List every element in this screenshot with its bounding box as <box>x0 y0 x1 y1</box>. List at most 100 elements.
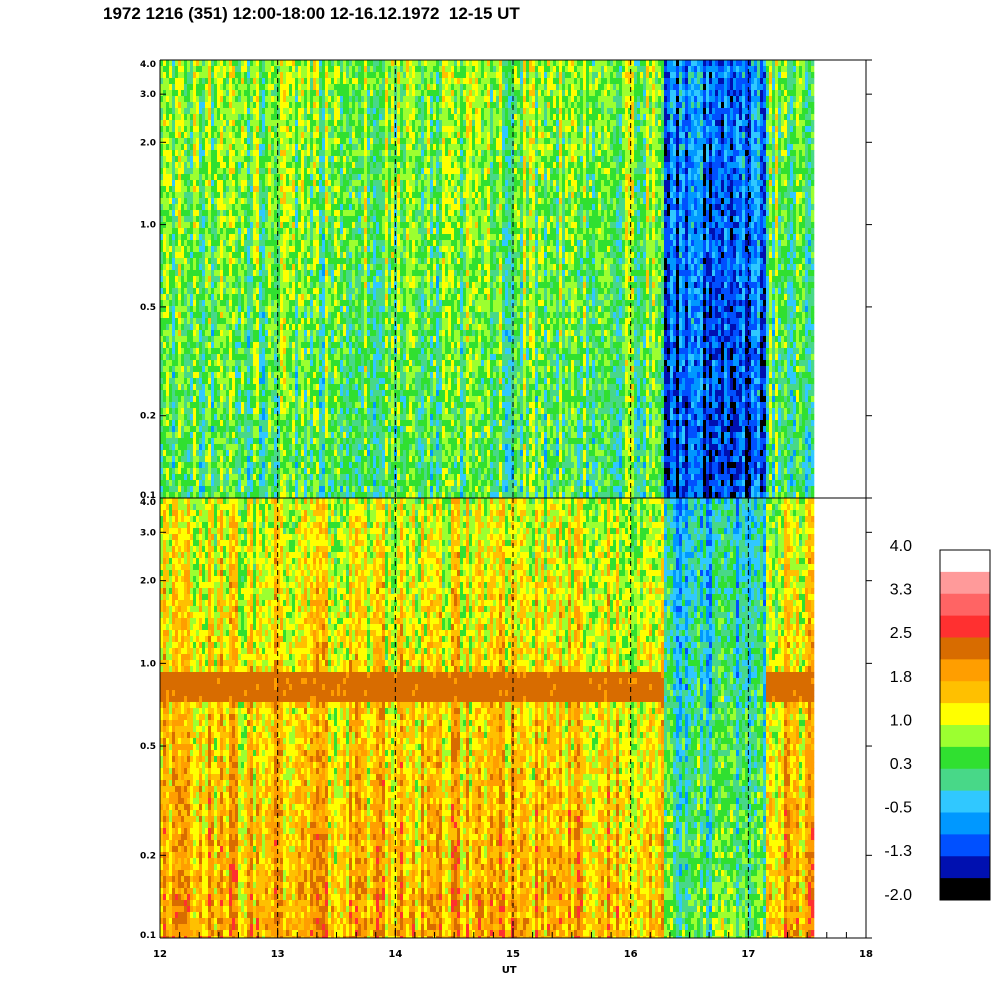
spectrogram-cell <box>193 366 197 373</box>
spectrogram-cell <box>199 60 203 67</box>
spectrogram-cell <box>202 390 206 397</box>
spectrogram-cell <box>193 252 197 259</box>
spectrogram-cell <box>253 150 257 157</box>
spectrogram-cell <box>184 216 188 223</box>
spectrogram-cell <box>331 432 335 439</box>
spectrogram-cell <box>301 132 305 139</box>
spectrogram-cell <box>340 204 344 211</box>
spectrogram-cell <box>349 474 353 481</box>
spectrogram-cell <box>355 324 359 331</box>
spectrogram-cell <box>226 348 230 355</box>
spectrogram-cell <box>175 300 179 307</box>
spectrogram-cell <box>232 192 236 199</box>
spectrogram-cell <box>274 426 278 433</box>
spectrogram-cell <box>259 252 263 259</box>
spectrogram-cell <box>226 420 230 427</box>
spectrogram-cell <box>334 414 338 421</box>
spectrogram-cell <box>196 204 200 211</box>
spectrogram-cell <box>361 174 365 181</box>
spectrogram-cell <box>343 96 347 103</box>
spectrogram-cell <box>250 240 254 247</box>
spectrogram-cell <box>349 216 353 223</box>
spectrogram-cell <box>286 354 290 361</box>
spectrogram-cell <box>193 264 197 271</box>
spectrogram-cell <box>169 222 173 229</box>
spectrogram-cell <box>163 276 167 283</box>
spectrogram-cell <box>202 324 206 331</box>
spectrogram-cell <box>274 120 278 127</box>
spectrogram-cell <box>178 492 182 498</box>
spectrogram-cell <box>247 126 251 133</box>
spectrogram-cell <box>214 234 218 241</box>
spectrogram-cell <box>160 378 164 385</box>
spectrogram-cell <box>160 120 164 127</box>
spectrogram-cell <box>316 90 320 97</box>
spectrogram-cell <box>301 150 305 157</box>
spectrogram-cell <box>355 180 359 187</box>
spectrogram-cell <box>292 426 296 433</box>
spectrogram-cell <box>337 198 341 205</box>
spectrogram-cell <box>280 150 284 157</box>
spectrogram-cell <box>355 102 359 109</box>
spectrogram-cell <box>160 132 164 139</box>
spectrogram-cell <box>304 72 308 79</box>
spectrogram-cell <box>283 378 287 385</box>
spectrogram-cell <box>325 312 329 319</box>
spectrogram-cell <box>184 408 188 415</box>
spectrogram-cell <box>187 462 191 469</box>
spectrogram-cell <box>289 138 293 145</box>
spectrogram-cell <box>184 132 188 139</box>
spectrogram-cell <box>169 444 173 451</box>
spectrogram-cell <box>316 228 320 235</box>
spectrogram-cell <box>253 408 257 415</box>
spectrogram-cell <box>313 420 317 427</box>
spectrogram-cell <box>271 456 275 463</box>
spectrogram-cell <box>304 216 308 223</box>
spectrogram-cell <box>283 102 287 109</box>
spectrogram-cell <box>277 324 281 331</box>
spectrogram-cell <box>235 366 239 373</box>
spectrogram-cell <box>232 84 236 91</box>
spectrogram-cell <box>196 426 200 433</box>
spectrogram-cell <box>322 246 326 253</box>
spectrogram-cell <box>286 216 290 223</box>
spectrogram-cell <box>277 348 281 355</box>
spectrogram-cell <box>172 378 176 385</box>
spectrogram-cell <box>223 240 227 247</box>
spectrogram-cell <box>163 402 167 409</box>
spectrogram-cell <box>343 492 347 498</box>
spectrogram-cell <box>349 96 353 103</box>
spectrogram-cell <box>232 156 236 163</box>
spectrogram-cell <box>163 120 167 127</box>
spectrogram-cell <box>331 180 335 187</box>
spectrogram-cell <box>331 492 335 498</box>
spectrogram-cell <box>184 60 188 67</box>
spectrogram-cell <box>313 126 317 133</box>
spectrogram-cell <box>289 336 293 343</box>
spectrogram-cell <box>172 438 176 445</box>
spectrogram-cell <box>295 210 299 217</box>
spectrogram-cell <box>274 312 278 319</box>
spectrogram-cell <box>178 72 182 79</box>
spectrogram-cell <box>319 66 323 73</box>
spectrogram-cell <box>295 468 299 475</box>
spectrogram-cell <box>274 474 278 481</box>
spectrogram-cell <box>244 276 248 283</box>
spectrogram-cell <box>268 132 272 139</box>
spectrogram-cell <box>274 354 278 361</box>
spectrogram-cell <box>286 342 290 349</box>
spectrogram-cell <box>277 384 281 391</box>
spectrogram-cell <box>262 60 266 67</box>
spectrogram-cell <box>292 72 296 79</box>
spectrogram-cell <box>319 312 323 319</box>
spectrogram-cell <box>235 468 239 475</box>
spectrogram-cell <box>163 330 167 337</box>
spectrogram-cell <box>172 276 176 283</box>
spectrogram-cell <box>244 492 248 498</box>
spectrogram-cell <box>226 162 230 169</box>
spectrogram-cell <box>235 132 239 139</box>
spectrogram-cell <box>325 426 329 433</box>
spectrogram-cell <box>331 276 335 283</box>
spectrogram-cell <box>244 300 248 307</box>
spectrogram-cell <box>202 252 206 259</box>
